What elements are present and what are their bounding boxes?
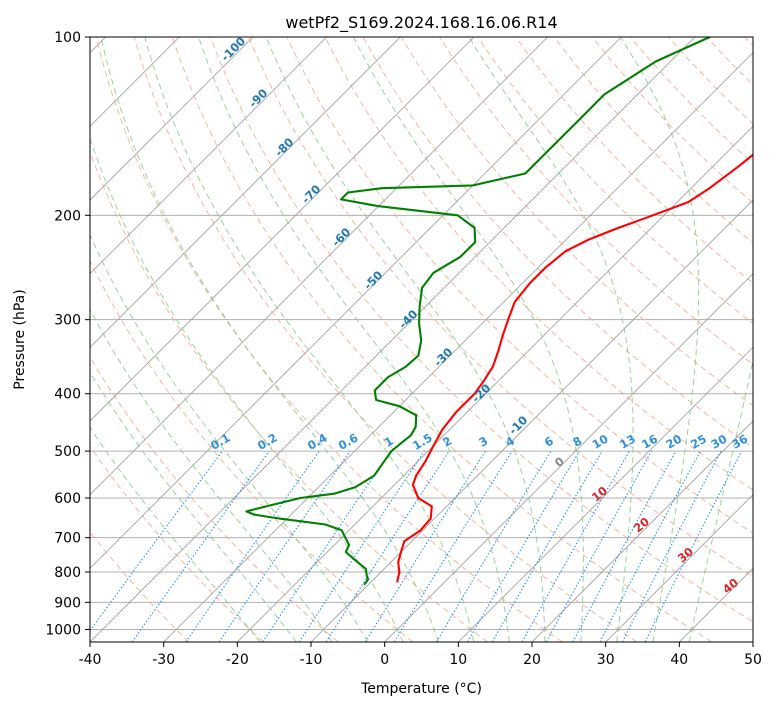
x-tick-label: 50 [744,652,762,668]
x-tick-label: -20 [226,652,249,668]
x-tick-label: -40 [79,652,102,668]
y-tick-label: 700 [54,531,81,547]
y-tick-label: 300 [54,313,81,329]
y-tick-label: 200 [54,208,81,224]
y-axis-label: Pressure (hPa) [12,289,28,389]
y-tick-label: 400 [54,387,81,403]
x-tick-label: -10 [300,652,323,668]
x-tick-label: 0 [380,652,389,668]
x-tick-label: -30 [152,652,175,668]
y-tick-label: 1000 [45,622,81,638]
x-tick-label: 40 [670,652,688,668]
y-tick-label: 500 [54,444,81,460]
y-tick-label: 900 [54,595,81,611]
x-tick-label: 20 [523,652,541,668]
y-tick-label: 100 [54,30,81,46]
y-tick-label: 600 [54,491,81,507]
x-tick-label: 10 [449,652,467,668]
y-tick-label: 800 [54,565,81,581]
chart-title: wetPf2_S169.2024.168.16.06.R14 [285,13,557,33]
x-axis-label: Temperature (°C) [360,681,482,697]
x-tick-label: 30 [597,652,615,668]
